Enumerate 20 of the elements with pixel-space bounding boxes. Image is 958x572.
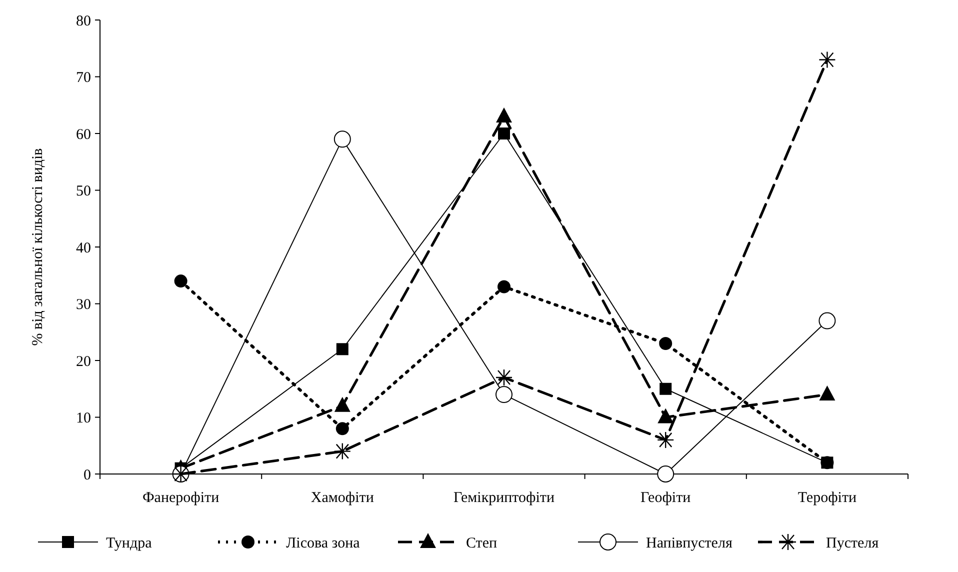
x-tick-label: Хамофіти [310,490,374,506]
legend-label: Лісова зона [286,535,360,552]
legend-label: Пустеля [826,535,879,552]
y-tick-label: 30 [76,297,91,313]
legend-label: Напівпустеля [646,535,732,552]
y-tick-label: 60 [76,126,91,143]
y-axis-title: % від загальної кількості видів [30,148,46,346]
x-tick-label: Геофіти [640,490,691,506]
y-tick-label: 70 [76,70,91,86]
y-tick-label: 80 [76,13,91,30]
y-tick-label: 0 [84,467,91,484]
y-tick-label: 20 [76,354,91,370]
x-tick-label: Фанерофіти [142,490,220,506]
y-tick-label: 10 [76,410,91,426]
x-tick-label: Терофіти [798,490,857,506]
legend-label: Тундра [106,535,152,552]
y-tick-label: 40 [76,240,91,256]
x-tick-label: Гемікриптофіти [453,490,555,506]
legend-label: Степ [466,535,498,552]
y-tick-label: 50 [76,184,91,200]
